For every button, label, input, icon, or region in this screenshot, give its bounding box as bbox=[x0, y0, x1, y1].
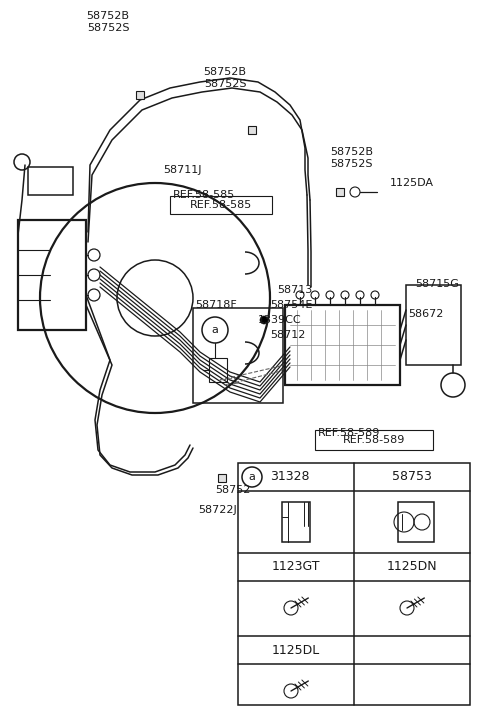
Text: 58752B
58752S: 58752B 58752S bbox=[86, 11, 130, 33]
Text: 58712: 58712 bbox=[270, 330, 305, 340]
Text: REF.58-589: REF.58-589 bbox=[343, 435, 405, 445]
Text: REF.58-585: REF.58-585 bbox=[190, 200, 252, 210]
Text: 58722J: 58722J bbox=[198, 505, 237, 515]
Text: 31328: 31328 bbox=[270, 470, 310, 483]
Text: REF.58-585: REF.58-585 bbox=[173, 190, 235, 200]
Text: 58752B
58752S: 58752B 58752S bbox=[330, 147, 373, 169]
Text: 58672: 58672 bbox=[408, 309, 444, 319]
Text: 1125DA: 1125DA bbox=[390, 178, 434, 188]
Text: 1125DL: 1125DL bbox=[272, 643, 320, 656]
Text: 58713: 58713 bbox=[277, 285, 312, 295]
FancyBboxPatch shape bbox=[336, 188, 344, 196]
FancyBboxPatch shape bbox=[218, 474, 226, 482]
Text: 1123GT: 1123GT bbox=[272, 561, 320, 574]
Text: 58752B
58752S: 58752B 58752S bbox=[204, 67, 247, 89]
Text: 1125DN: 1125DN bbox=[387, 561, 437, 574]
FancyBboxPatch shape bbox=[136, 91, 144, 99]
Text: 58711J: 58711J bbox=[163, 165, 202, 175]
Text: a: a bbox=[249, 472, 255, 482]
Text: 58718F: 58718F bbox=[195, 300, 237, 310]
Text: 58753: 58753 bbox=[392, 470, 432, 483]
FancyBboxPatch shape bbox=[248, 126, 256, 134]
Text: a: a bbox=[212, 325, 218, 335]
Text: 58752: 58752 bbox=[215, 485, 251, 495]
Text: REF.58-589: REF.58-589 bbox=[318, 428, 380, 438]
Text: 1339CC: 1339CC bbox=[258, 315, 301, 325]
Text: 58715G: 58715G bbox=[415, 279, 459, 289]
Text: 58754E: 58754E bbox=[270, 300, 312, 310]
Circle shape bbox=[260, 316, 268, 324]
